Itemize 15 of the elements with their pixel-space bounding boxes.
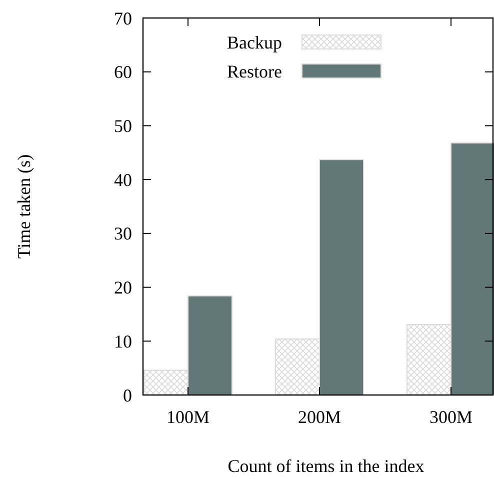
legend-label: Backup	[227, 32, 282, 52]
y-tick-label: 30	[114, 224, 132, 244]
y-axis-title: Time taken (s)	[14, 154, 34, 259]
y-tick-label: 0	[123, 385, 132, 406]
y-tick-label: 40	[114, 170, 132, 190]
y-tick-label: 10	[114, 331, 132, 352]
legend-label: Restore	[227, 61, 282, 82]
y-tick-label: 20	[114, 278, 132, 298]
y-tick-label: 50	[114, 116, 132, 136]
x-tick-label: 200M	[298, 407, 342, 427]
x-tick-label: 100M	[166, 407, 210, 427]
x-tick-label: 300M	[429, 407, 473, 427]
x-axis-title: Count of items in the index	[228, 456, 424, 476]
y-tick-label: 70	[114, 8, 132, 28]
y-tick-label: 60	[114, 62, 132, 82]
